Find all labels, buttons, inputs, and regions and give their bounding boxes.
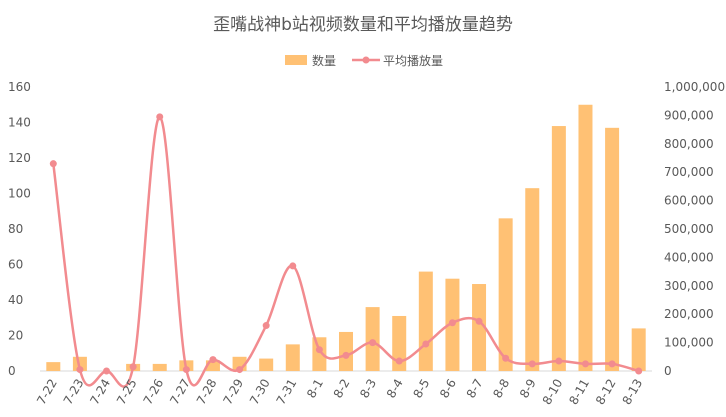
y2-tick-label: 500,000 [664,222,714,236]
line-point [608,360,616,368]
legend-swatch-bar [285,55,307,65]
y-tick-label: 0 [8,364,16,378]
x-tick-label: 8-7 [464,377,486,401]
x-tick-label: 7-29 [220,377,246,408]
line-point [262,322,270,330]
y2-tick-label: 900,000 [664,108,714,122]
x-tick-label: 8-1 [304,377,326,401]
y2-tick-label: 400,000 [664,250,714,264]
bar [578,104,593,371]
line-point [156,113,164,121]
line-point [289,262,297,270]
bar [259,358,274,371]
y-tick-label: 100 [8,187,31,201]
line-point [76,366,84,374]
bar [152,363,167,371]
line-point [129,363,137,371]
line-point [369,339,377,347]
bar [72,356,87,371]
bar [365,307,380,371]
x-tick-label: 7-24 [87,377,113,408]
line-point [555,357,563,365]
y-tick-label: 40 [8,293,23,307]
bar [631,328,646,371]
line-point [475,317,483,325]
x-tick-label: 7-23 [61,377,87,408]
legend-swatch-point [362,56,370,64]
bar [551,126,566,371]
y-tick-label: 160 [8,80,31,94]
bar [525,188,540,371]
y2-tick-label: 0 [664,364,672,378]
line-point [315,346,323,354]
x-tick-label: 8-10 [540,377,566,408]
x-tick-label: 7-30 [247,377,273,408]
x-tick-label: 7-31 [274,377,300,408]
y-tick-label: 80 [8,222,23,236]
y2-tick-label: 600,000 [664,194,714,208]
bar [205,360,220,371]
bar [392,315,407,371]
legend-label: 数量 [312,53,336,68]
y-tick-label: 120 [8,151,31,165]
x-tick-label: 8-13 [620,377,646,408]
y2-tick-label: 700,000 [664,165,714,179]
bar [472,284,487,371]
x-tick-label: 8-2 [331,377,353,401]
x-tick-label: 8-11 [566,377,592,408]
y2-tick-label: 100,000 [664,336,714,350]
y2-tick-label: 300,000 [664,279,714,293]
bar [418,271,433,371]
bar [312,337,327,371]
line-point [581,360,589,368]
x-tick-label: 8-9 [517,377,539,401]
y2-tick-label: 800,000 [664,137,714,151]
y-tick-label: 20 [8,329,23,343]
x-tick-label: 8-3 [357,377,379,401]
x-tick-label: 8-12 [593,377,619,408]
bar [498,218,513,371]
x-tick-label: 8-4 [384,377,406,401]
line-point [49,160,57,168]
bar [285,344,300,371]
line-point [182,366,190,374]
bar [605,127,620,371]
bar [339,331,353,371]
series-line [52,115,640,388]
x-tick-label: 8-8 [490,377,512,401]
y-tick-label: 140 [8,116,31,130]
line-point [236,366,244,374]
chart-title: 歪嘴战神b站视频数量和平均播放量趋势 [213,15,513,35]
line-point [103,367,111,375]
x-tick-label: 8-6 [437,377,459,401]
line-point [342,351,350,359]
line-point [635,367,643,375]
legend-label: 平均播放量 [383,53,443,68]
x-tick-label: 8-5 [410,377,432,401]
y-tick-label: 60 [8,258,23,272]
line-point [528,360,536,368]
y2-tick-label: 1,000,000 [664,80,725,94]
x-tick-label: 7-22 [34,377,60,408]
line-point [448,319,456,327]
line-point [422,340,430,348]
x-tick-label: 7-26 [141,377,167,408]
y2-tick-label: 200,000 [664,307,714,321]
line-point [209,356,217,364]
line-point [395,357,403,365]
bar [46,362,61,371]
line-point [502,354,510,362]
